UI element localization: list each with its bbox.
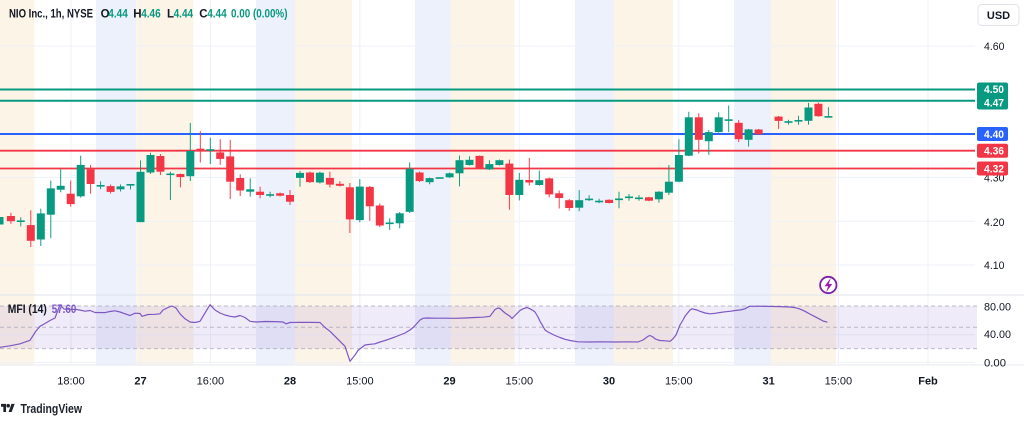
svg-text:4.20: 4.20: [984, 217, 1005, 229]
svg-text:Feb: Feb: [918, 376, 938, 388]
svg-text:29: 29: [443, 376, 455, 388]
svg-text:31: 31: [762, 376, 774, 388]
svg-text:4.36: 4.36: [984, 146, 1004, 158]
svg-text:4.47: 4.47: [984, 98, 1004, 110]
svg-text:28: 28: [284, 376, 296, 388]
svg-text:4.44: 4.44: [207, 8, 227, 20]
svg-text:4.44: 4.44: [174, 8, 194, 20]
svg-text:15:00: 15:00: [346, 376, 374, 388]
svg-text:4.50: 4.50: [984, 84, 1004, 96]
svg-text:4.44: 4.44: [108, 8, 128, 20]
svg-text:18:00: 18:00: [57, 376, 85, 388]
svg-text:4.32: 4.32: [984, 164, 1004, 176]
svg-text:15:00: 15:00: [665, 376, 693, 388]
svg-text:0.00: 0.00: [984, 358, 1006, 370]
svg-text:L: L: [167, 8, 174, 20]
svg-text:15:00: 15:00: [825, 376, 853, 388]
svg-text:16:00: 16:00: [197, 376, 225, 388]
svg-text:H: H: [133, 8, 141, 20]
svg-text:NIO Inc., 1h, NYSE: NIO Inc., 1h, NYSE: [9, 8, 93, 20]
svg-text:57.60: 57.60: [52, 304, 77, 316]
svg-text:4.10: 4.10: [984, 260, 1005, 272]
svg-text:4.40: 4.40: [984, 129, 1004, 141]
svg-text:O: O: [101, 8, 110, 20]
svg-text:TradingView: TradingView: [21, 402, 83, 416]
svg-text:C: C: [199, 8, 207, 20]
svg-text:4.46: 4.46: [141, 8, 161, 20]
svg-text:15:00: 15:00: [506, 376, 534, 388]
svg-text:40.00: 40.00: [984, 329, 1011, 341]
svg-text:30: 30: [603, 376, 615, 388]
svg-text:27: 27: [134, 376, 146, 388]
svg-text:4.60: 4.60: [984, 41, 1005, 53]
svg-text:MFI (14): MFI (14): [8, 304, 47, 316]
svg-text:0.00 (0.00%): 0.00 (0.00%): [231, 8, 288, 20]
svg-text:80.00: 80.00: [984, 302, 1011, 314]
svg-text:USD: USD: [987, 10, 1010, 22]
